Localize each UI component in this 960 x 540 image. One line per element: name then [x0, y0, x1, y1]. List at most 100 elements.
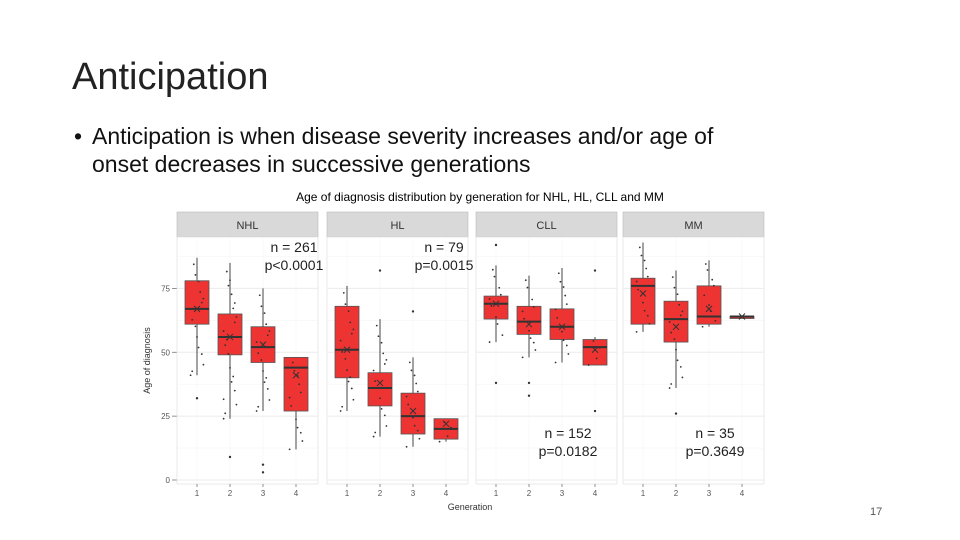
data-point: [349, 376, 352, 379]
data-point: [408, 361, 411, 364]
outlier-point: [228, 455, 232, 459]
mean-marker: [591, 346, 599, 354]
data-point: [524, 279, 527, 282]
data-point: [199, 291, 202, 293]
data-point: [189, 308, 192, 311]
facet-strip: [622, 211, 765, 238]
outlier-point: [527, 381, 531, 385]
data-point: [382, 352, 385, 355]
data-point: [418, 437, 421, 440]
facet-strip: [475, 211, 618, 238]
data-point: [191, 318, 194, 321]
data-point: [493, 275, 496, 278]
data-point: [295, 418, 297, 421]
bullet-point: • Anticipation is when disease severity …: [74, 122, 854, 178]
x-tick-label: 2: [228, 489, 233, 498]
data-point: [405, 395, 408, 398]
x-tick-label: 1: [494, 489, 499, 498]
mean-marker: [738, 313, 746, 320]
data-point: [676, 359, 679, 362]
slide-title: Anticipation: [72, 56, 269, 98]
data-point: [257, 405, 260, 408]
data-point: [202, 363, 205, 366]
box: [400, 392, 426, 435]
data-point: [556, 316, 559, 319]
data-point: [233, 302, 236, 304]
data-point: [640, 254, 643, 257]
data-point: [415, 382, 418, 385]
outlier-point: [494, 243, 498, 247]
data-point: [341, 351, 344, 353]
facet-label: NHL: [236, 220, 258, 232]
x-tick-label: 4: [294, 489, 299, 498]
data-point: [347, 380, 350, 383]
data-point: [559, 280, 562, 283]
data-point: [495, 316, 497, 318]
bullet-line-2: onset decreases in successive generation…: [92, 151, 531, 177]
data-point: [232, 307, 235, 310]
data-point: [233, 389, 236, 392]
y-tick-label: 0: [166, 476, 171, 485]
data-point: [703, 294, 706, 297]
p-value-annotation: p=0.0015: [415, 257, 474, 273]
data-point: [681, 376, 684, 379]
x-tick-label: 4: [444, 489, 449, 498]
data-point: [523, 317, 526, 320]
data-point: [528, 329, 530, 332]
data-point: [564, 294, 567, 297]
data-point: [646, 275, 649, 278]
data-point: [413, 424, 416, 427]
data-point: [561, 330, 563, 333]
data-point: [413, 374, 416, 377]
data-point: [532, 305, 535, 308]
data-point: [377, 335, 380, 338]
mean-marker: [639, 290, 647, 297]
data-point: [260, 305, 263, 308]
data-point: [498, 286, 501, 289]
data-point: [670, 383, 673, 385]
box: [663, 300, 689, 343]
data-point: [265, 323, 268, 326]
facet-label: CLL: [536, 220, 556, 232]
data-point: [222, 330, 225, 332]
n-annotation: n = 152: [544, 425, 591, 441]
box: [483, 295, 509, 320]
data-point: [224, 344, 227, 347]
y-tick-label: 25: [161, 412, 170, 421]
data-point: [668, 321, 671, 323]
data-point: [227, 352, 230, 355]
data-point: [734, 315, 737, 318]
data-point: [197, 280, 200, 283]
data-point: [202, 297, 205, 300]
data-point: [673, 338, 676, 341]
outlier-point: [593, 269, 597, 272]
data-point: [349, 321, 352, 324]
data-point: [714, 319, 717, 322]
box: [367, 372, 393, 407]
data-point: [235, 403, 238, 406]
x-tick-label: 2: [674, 489, 679, 498]
data-point: [197, 346, 200, 349]
x-tick-label: 4: [740, 489, 745, 498]
data-point: [501, 334, 504, 337]
data-point: [534, 349, 537, 351]
data-point: [671, 276, 674, 278]
data-point: [562, 286, 565, 288]
data-point: [350, 332, 353, 335]
data-point: [347, 310, 350, 313]
outlier-point: [527, 394, 531, 397]
bullet-line-1: Anticipation is when disease severity in…: [92, 123, 714, 149]
data-point: [383, 363, 386, 365]
data-point: [554, 361, 557, 364]
x-tick-label: 3: [261, 489, 266, 498]
data-point: [232, 375, 235, 378]
data-point: [375, 324, 378, 327]
box: [283, 356, 309, 412]
data-point: [346, 369, 348, 372]
data-point: [438, 440, 441, 443]
data-point: [255, 341, 258, 343]
data-point: [379, 397, 381, 400]
data-point: [372, 369, 375, 372]
data-point: [643, 309, 646, 312]
mean-marker: [376, 379, 384, 387]
